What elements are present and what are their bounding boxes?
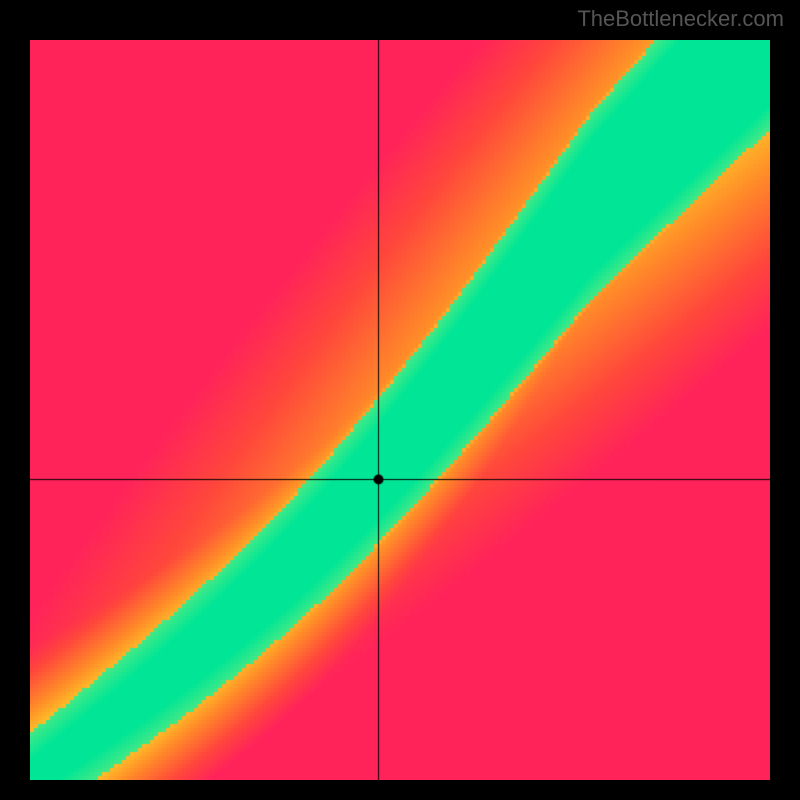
chart-container: TheBottlenecker.com <box>0 0 800 800</box>
heatmap-canvas <box>30 40 770 780</box>
watermark-text: TheBottlenecker.com <box>577 6 784 32</box>
